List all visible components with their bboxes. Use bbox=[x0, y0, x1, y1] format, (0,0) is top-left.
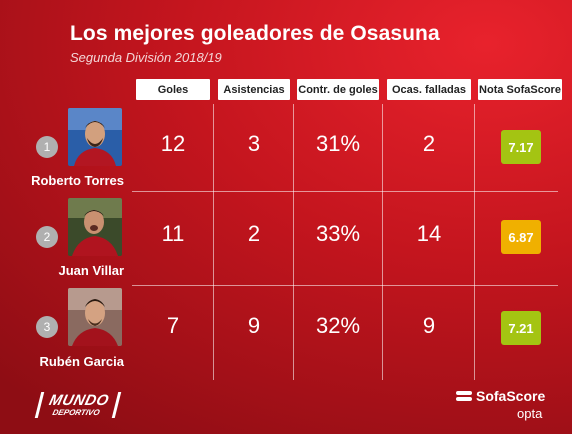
mundo-logo-line2: DEPORTIVO bbox=[51, 407, 101, 417]
assists-value: 2 bbox=[247, 221, 261, 246]
opta-logo-text: opta bbox=[517, 406, 543, 421]
missed-chances-value: 2 bbox=[422, 131, 436, 156]
mundo-deportivo-logo: MUNDO DEPORTIVO bbox=[34, 391, 122, 418]
goals-value: 12 bbox=[160, 131, 186, 156]
player-photo bbox=[68, 288, 122, 346]
mundo-logo-line1: MUNDO bbox=[47, 391, 111, 409]
rating-badge: 6.87 bbox=[501, 220, 541, 254]
row-divider bbox=[132, 285, 558, 286]
assists-value: 3 bbox=[247, 131, 261, 156]
column-divider bbox=[213, 104, 214, 380]
player-photo bbox=[68, 108, 122, 166]
rank-badge: 1 bbox=[36, 136, 58, 158]
goal-contribution-value: 31% bbox=[315, 131, 361, 156]
column-divider bbox=[382, 104, 383, 380]
header-ocas-falladas: Ocas. falladas bbox=[387, 79, 471, 100]
page-title: Los mejores goleadores de Osasuna bbox=[70, 22, 440, 45]
column-divider bbox=[293, 104, 294, 380]
column-divider bbox=[474, 104, 475, 380]
page-subtitle: Segunda División 2018/19 bbox=[70, 50, 222, 65]
goal-contribution-value: 32% bbox=[315, 313, 361, 338]
goals-value: 11 bbox=[161, 221, 185, 246]
player-name: Roberto Torres bbox=[31, 173, 124, 188]
sofascore-logo-text: SofaScore bbox=[476, 388, 546, 404]
row-divider bbox=[132, 191, 558, 192]
header-nota-sofascore: Nota SofaScore bbox=[478, 79, 562, 100]
rank-badge: 2 bbox=[36, 226, 58, 248]
header-contr-goles: Contr. de goles bbox=[297, 79, 379, 100]
rank-badge: 3 bbox=[36, 316, 58, 338]
player-photo bbox=[68, 198, 122, 256]
header-goles: Goles bbox=[136, 79, 210, 100]
missed-chances-value: 14 bbox=[416, 221, 442, 246]
sofascore-logo: SofaScore bbox=[456, 388, 545, 404]
sofascore-logo-icon bbox=[456, 391, 472, 401]
player-name: Juan Villar bbox=[58, 263, 124, 278]
rating-badge: 7.21 bbox=[501, 311, 541, 345]
rating-badge: 7.17 bbox=[501, 130, 541, 164]
player-name: Rubén Garcia bbox=[39, 354, 124, 369]
goals-value: 7 bbox=[166, 313, 180, 338]
assists-value: 9 bbox=[247, 313, 261, 338]
goal-contribution-value: 33% bbox=[315, 221, 361, 246]
header-asistencias: Asistencias bbox=[218, 79, 290, 100]
missed-chances-value: 9 bbox=[422, 313, 436, 338]
